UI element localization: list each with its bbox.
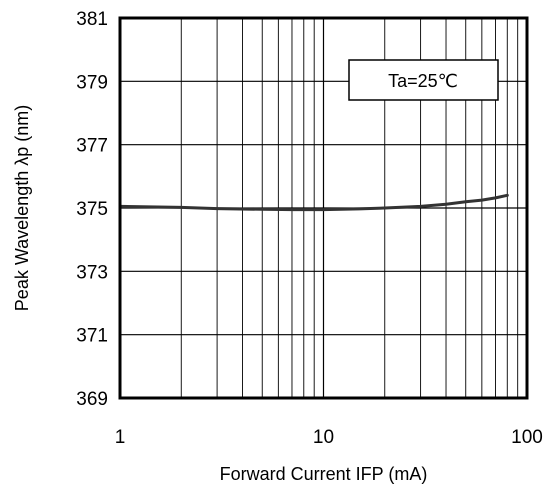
y-tick-label: 371 bbox=[76, 326, 108, 347]
y-axis-label: Peak Wavelength λp (nm) bbox=[12, 105, 32, 311]
y-tick-label: 373 bbox=[76, 262, 108, 283]
y-tick-label: 369 bbox=[76, 389, 108, 410]
series-line bbox=[118, 193, 509, 212]
y-tick-label: 381 bbox=[76, 9, 108, 30]
annotation-text: Ta=25℃ bbox=[388, 71, 458, 91]
x-tick-label: 10 bbox=[313, 427, 334, 448]
x-tick-label: 100 bbox=[511, 427, 543, 448]
y-tick-label: 375 bbox=[76, 199, 108, 220]
annotation-box: Ta=25℃ bbox=[348, 59, 499, 101]
x-tick-labels: 1 10 100 bbox=[115, 427, 543, 448]
y-tick-label: 379 bbox=[76, 72, 108, 93]
series-layer bbox=[118, 193, 509, 212]
x-tick-label: 1 bbox=[115, 427, 126, 448]
x-axis-label: Forward Current IFP (mA) bbox=[220, 464, 428, 484]
y-tick-label: 377 bbox=[76, 136, 108, 157]
annotation-box-frame bbox=[348, 59, 499, 101]
y-tick-labels: 369 371 373 375 377 379 381 bbox=[76, 9, 108, 410]
plot-frame bbox=[118, 16, 529, 400]
